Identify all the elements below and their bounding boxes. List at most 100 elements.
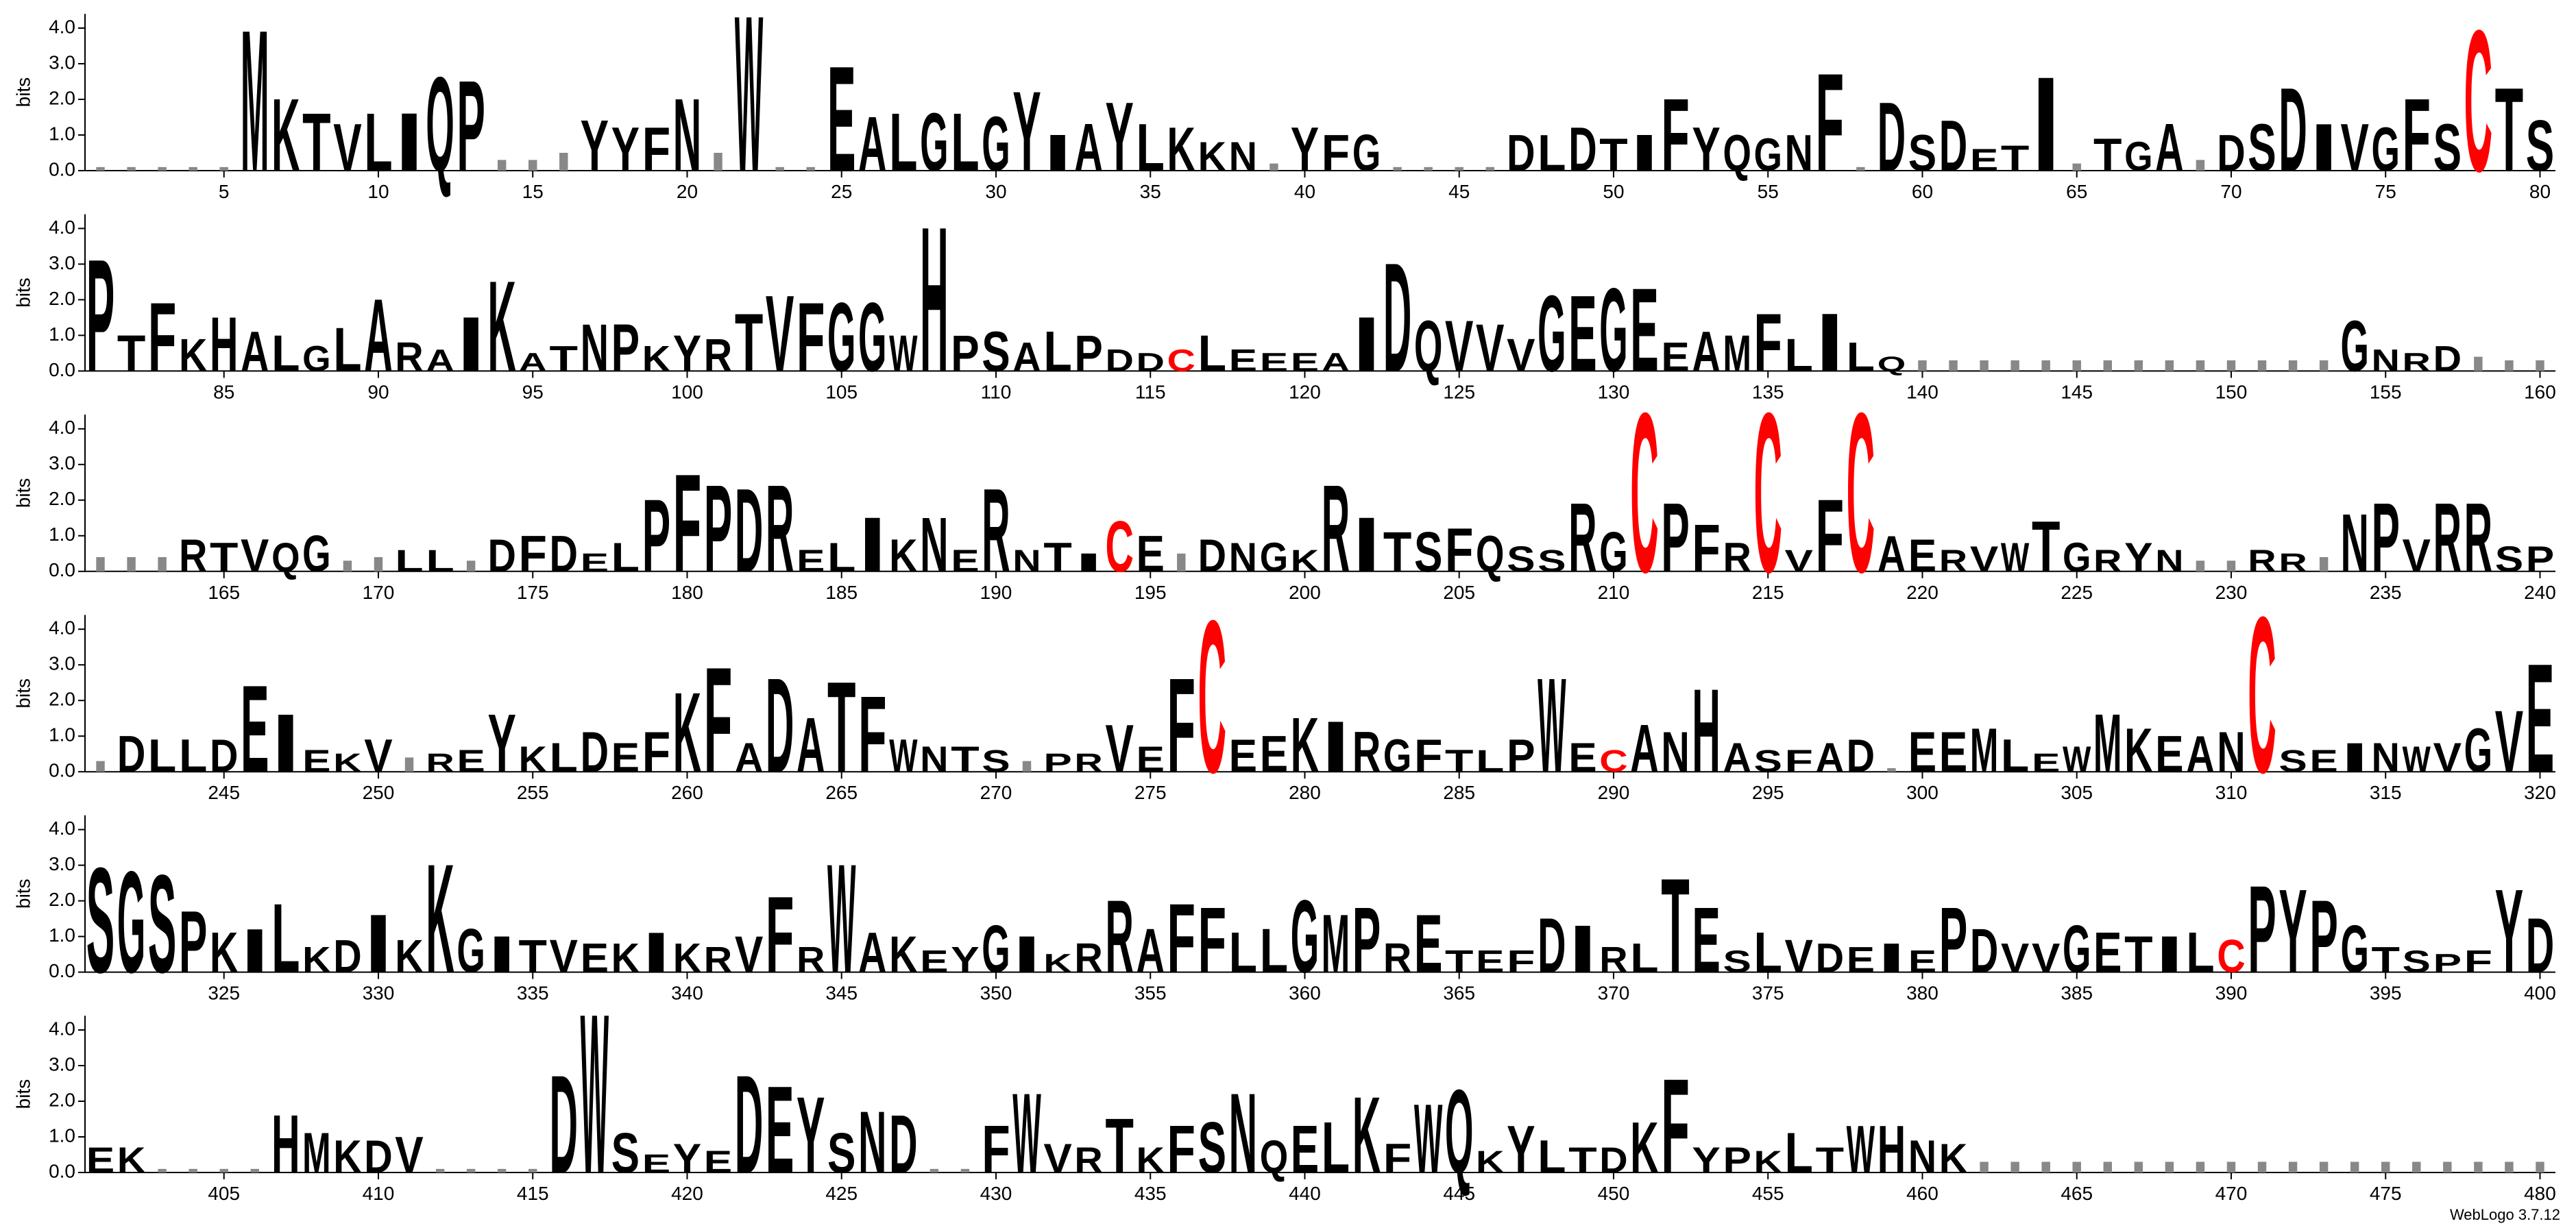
residue-letter: T [117,325,145,383]
residue-letter: W [735,0,763,218]
residue-letter: S [1754,744,1782,778]
residue-letter: N [1012,543,1041,578]
residue-letter: D [2526,902,2554,989]
residue-stack [158,1168,167,1172]
residue-letter: L [1847,333,1875,380]
residue-stack [2505,1162,2514,1172]
residue-letter: E [1137,525,1165,583]
residue-stack [2072,163,2081,171]
residue-letter: L [1137,110,1165,185]
y-tick-label: 4.0 [49,217,75,238]
residue-letter: S [611,1122,640,1185]
x-tick-label: 205 [1443,582,1475,603]
residue-letter: F [519,525,547,583]
residue-letter: E [920,944,948,979]
residue-letter: V [550,930,579,982]
residue-letter: N [1229,534,1257,580]
residue-letter: P [951,325,979,383]
residue-stack [1393,167,1402,171]
y-tick-label: 4.0 [49,617,75,639]
residue-stack [2103,360,2112,371]
residue-letter: V [364,730,393,782]
residue-letter: I [858,501,886,588]
x-tick-label: 40 [1294,181,1315,202]
residue-letter: L [271,325,300,383]
residue-letter: N [1229,1070,1257,1196]
residue-letter: D [487,529,515,581]
residue-letter: D [2217,124,2245,182]
residue-letter: F [1661,1052,1689,1202]
residue-letter: F [2464,944,2492,979]
residue-letter: N [1661,721,1689,784]
residue-letter: A [797,702,825,789]
x-tick-label: 25 [831,181,852,202]
y-tick-label: 1.0 [49,1125,75,1146]
residue-letter: E [611,734,640,781]
residue-letter: P [1661,482,1689,593]
residue-letter: S [2495,539,2523,580]
y-tick-label: 0.0 [49,1160,75,1181]
residue-letter: D [1538,902,1566,989]
residue-letter: F [1445,516,1473,585]
residue-stack [2134,360,2143,371]
residue-letter: W [889,730,918,782]
residue-letter: P [1939,887,1967,992]
residue-letter: S [2526,105,2554,186]
x-tick-label: 55 [1758,181,1779,202]
residue-stack [497,160,507,171]
residue-letter: L [2186,922,2214,985]
y-tick-label: 1.0 [49,924,75,946]
residue-letter: G [302,525,330,583]
residue-letter: D [1507,124,1535,182]
residue-letter: T [2495,64,2523,197]
x-tick-label: 405 [208,1183,240,1204]
residue-letter: F [673,445,701,602]
residue-letter: N [673,77,701,193]
residue-letter: R [2464,482,2492,593]
x-tick-label: 350 [980,983,1012,1004]
x-tick-label: 30 [985,181,1006,202]
residue-letter: R [1352,721,1381,784]
residue-stack [2443,1162,2452,1172]
x-tick-label: 225 [2061,582,2093,603]
residue-letter: E [2155,725,2183,783]
residue-stack [158,557,167,572]
residue-letter: Y [673,325,701,383]
residue-letter: G [2063,911,2091,987]
residue-letter: W [581,967,609,1221]
y-axis-label: bits [12,77,34,108]
residue-letter: R [1322,460,1350,598]
residue-letter: F [1322,124,1350,182]
residue-letter: E [1847,940,1875,980]
residue-letter: K [1630,1107,1658,1188]
residue-letter: K [611,935,640,981]
residue-letter: N [2340,497,2368,589]
y-tick-label: 4.0 [49,1018,75,1039]
residue-letter: E [2093,922,2122,985]
residue-letter: A [519,347,547,376]
residue-stack [250,1168,259,1172]
residue-stack [1269,163,1278,171]
residue-letter: D [581,721,609,784]
residue-stack [2288,1162,2298,1172]
residue-stack [2257,1162,2267,1172]
residue-letter: D [1198,529,1226,581]
residue-letter: L [426,543,454,578]
residue-letter: E [827,36,855,203]
residue-letter: C [2464,0,2492,214]
residue-letter: V [1785,930,1814,982]
residue-letter: E [1970,143,1998,177]
x-tick-label: 250 [363,782,395,803]
residue-stack [2226,561,2236,572]
residue-letter: R [2433,482,2462,593]
residue-letter: Y [581,105,609,186]
residue-letter: N [1229,133,1257,180]
residue-letter: V [241,529,269,581]
residue-stack [1485,167,1494,171]
residue-letter: S [1908,124,1936,182]
residue-letter: K [1939,1135,1968,1181]
residue-letter: K [673,935,702,981]
residue-letter: L [1043,320,1071,383]
x-tick-label: 380 [1906,983,1939,1004]
